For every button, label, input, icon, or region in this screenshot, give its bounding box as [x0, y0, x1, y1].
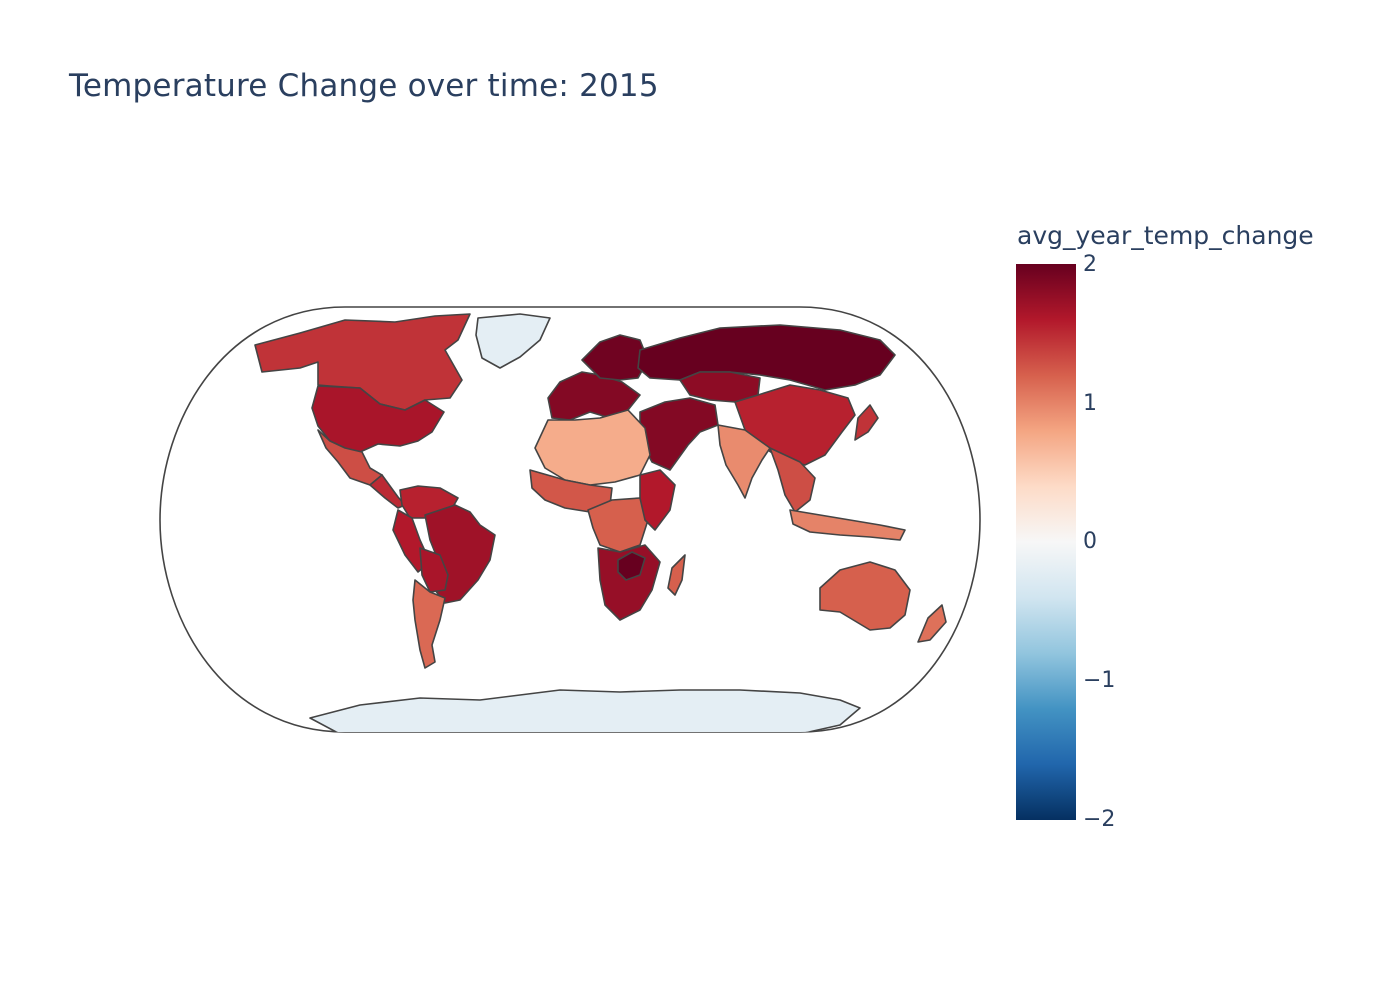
- region-bolivia-paraguay[interactable]: Bolivia & Paraguay: [419, 547, 449, 593]
- colorbar-tick-label: 2: [1083, 252, 1097, 277]
- colorbar: [1016, 264, 1076, 820]
- region-zimbabwe[interactable]: Zimbabwe: [617, 551, 646, 581]
- colorbar-tick-label: 1: [1083, 391, 1097, 416]
- region-canada[interactable]: Canada: [254, 313, 471, 411]
- region-japan[interactable]: Japan: [854, 404, 879, 441]
- colorbar-tick-label: −1: [1083, 668, 1116, 693]
- region-indonesia[interactable]: Indonesia: [789, 509, 906, 541]
- region-central-africa[interactable]: Central Africa: [587, 497, 649, 553]
- region-russia[interactable]: Russia: [637, 324, 896, 391]
- region-antarctica[interactable]: Antarctica: [309, 689, 861, 734]
- region-east-africa[interactable]: East Africa: [639, 469, 676, 531]
- chart-title: Temperature Change over time: 2015: [69, 68, 659, 104]
- colorbar-tick-label: 0: [1083, 529, 1097, 554]
- region-india[interactable]: India: [717, 424, 771, 499]
- colorbar-tick-label: −2: [1083, 807, 1116, 832]
- region-madagascar[interactable]: Madagascar: [667, 554, 686, 596]
- region-greenland[interactable]: Greenland: [475, 313, 551, 369]
- region-southeast-asia[interactable]: Southeast Asia: [769, 447, 816, 513]
- region-united-states[interactable]: United States: [311, 385, 445, 453]
- region-argentina-chile[interactable]: Argentina & Chile: [412, 579, 446, 669]
- region-southern-africa[interactable]: Southern Africa: [597, 544, 661, 621]
- region-australia[interactable]: Australia: [819, 561, 911, 631]
- colorbar-title: avg_year_temp_change: [1017, 221, 1314, 250]
- region-new-zealand[interactable]: New Zealand: [917, 604, 947, 643]
